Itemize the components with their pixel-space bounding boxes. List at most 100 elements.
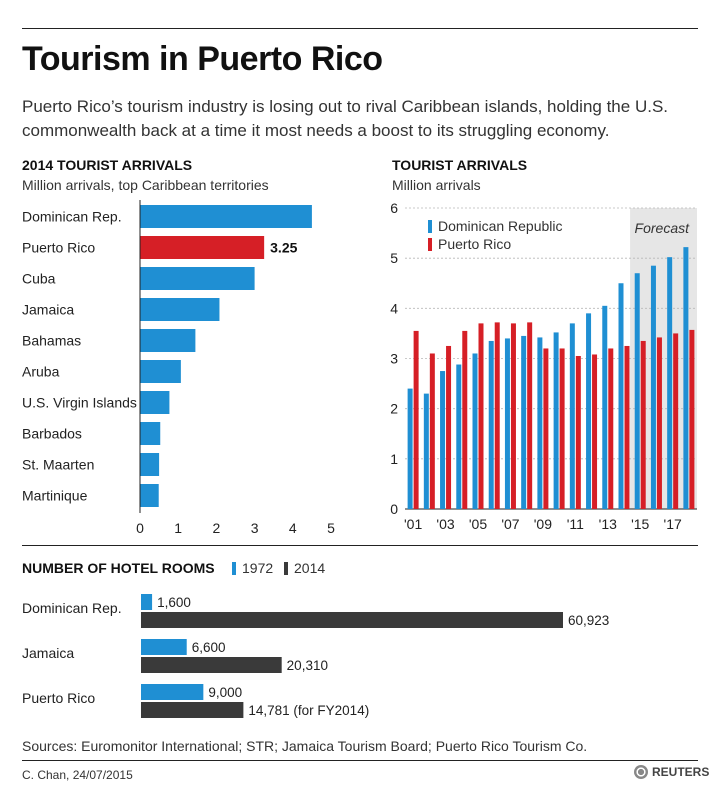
- credit: C. Chan, 24/07/2015: [22, 768, 133, 782]
- forecast-label: Forecast: [635, 220, 691, 236]
- tourist-arrivals-subtitle: Million arrivals: [392, 177, 481, 193]
- data-label: 60,923: [568, 613, 609, 628]
- x-tick-label: 1: [174, 520, 182, 535]
- category-label: Dominican Rep.: [22, 600, 122, 616]
- data-label: 1,600: [157, 595, 191, 610]
- bar: [140, 236, 265, 259]
- bar-dominican-republic: [618, 283, 624, 509]
- x-tick-label: '09: [534, 516, 552, 532]
- arrivals-2014-title: 2014 TOURIST ARRIVALS: [22, 157, 193, 173]
- bar: [140, 422, 161, 445]
- hotel-rooms-chart: Dominican Rep. 1,600 60,923 Jamaica 6,600 20,…: [22, 594, 609, 718]
- page-title: Tourism in Puerto Rico: [22, 40, 383, 78]
- y-tick-label: 3: [390, 351, 398, 367]
- legend-swatch-dark: [284, 561, 288, 575]
- page-subtitle: Puerto Rico’s tourism industry is losing…: [22, 97, 668, 140]
- bar-dominican-republic: [683, 247, 689, 509]
- category-label: Bahamas: [22, 333, 81, 349]
- category-label: St. Maarten: [22, 457, 94, 473]
- hotel-rooms-title: NUMBER OF HOTEL ROOMS: [22, 560, 215, 576]
- legend-label: Dominican Republic: [438, 218, 563, 234]
- bar-puerto-rico: [510, 323, 516, 509]
- category-label: Martinique: [22, 488, 88, 504]
- bar: [140, 360, 181, 383]
- bar-puerto-rico: [446, 345, 452, 509]
- arrivals-2014-chart: Dominican Rep. Puerto Rico 3.25 Cuba Jamaica…: [22, 200, 335, 535]
- legend-swatch-blue: [232, 561, 236, 575]
- bar-puerto-rico: [689, 329, 695, 509]
- brand-label: REUTERS: [652, 765, 710, 779]
- bar-puerto-rico: [608, 348, 614, 509]
- category-label: Cuba: [22, 271, 56, 287]
- legend-label: Puerto Rico: [438, 236, 512, 252]
- x-tick-label: 0: [136, 520, 144, 535]
- x-tick-label: 3: [251, 520, 259, 535]
- y-tick-label: 0: [390, 501, 398, 517]
- bar-puerto-rico: [640, 340, 646, 509]
- legend-swatch-blue: [428, 219, 432, 233]
- bar-1972: [141, 639, 187, 655]
- bar-puerto-rico: [494, 322, 500, 509]
- bar-dominican-republic: [472, 353, 478, 509]
- bar: [140, 205, 312, 228]
- x-tick-label: '01: [404, 516, 422, 532]
- legend-dominican-republic: Dominican Republic: [428, 218, 563, 234]
- bar-puerto-rico: [527, 322, 533, 509]
- legend-2014: 2014: [284, 560, 325, 576]
- bar-dominican-republic: [586, 313, 592, 509]
- x-tick-label: '03: [436, 516, 454, 532]
- bar-dominican-republic: [650, 265, 656, 509]
- x-tick-label: '11: [567, 516, 584, 532]
- legend-label: 2014: [294, 560, 326, 576]
- category-label: Barbados: [22, 426, 82, 442]
- x-tick-label: '05: [469, 516, 487, 532]
- bar-dominican-republic: [553, 332, 559, 509]
- bar-1972: [141, 594, 153, 610]
- x-tick-label: 4: [289, 520, 297, 535]
- tourist-arrivals-chart: Forecast 0 1 2 3 4 5 6 '01 '03 '05 '07 '09 '11 '13 '15 '…: [390, 200, 697, 532]
- bar-dominican-republic: [602, 305, 608, 509]
- bar-puerto-rico: [673, 333, 679, 509]
- x-tick-label: '17: [664, 516, 682, 532]
- bar-1972: [141, 684, 204, 700]
- arrivals-2014-subtitle: Million arrivals, top Caribbean territor…: [22, 177, 269, 193]
- bar-puerto-rico: [543, 348, 549, 509]
- bottom-rule: [22, 760, 698, 761]
- bar-puerto-rico: [413, 330, 419, 509]
- bar: [140, 484, 159, 507]
- category-label: Jamaica: [22, 645, 74, 661]
- bar-2014: [141, 612, 563, 628]
- reuters-logo-icon: [634, 765, 648, 779]
- bar-puerto-rico: [575, 355, 581, 509]
- bar: [140, 329, 196, 352]
- bar-puerto-rico: [624, 345, 630, 509]
- legend-label: 1972: [242, 560, 274, 576]
- bar-puerto-rico: [656, 337, 662, 509]
- bar-dominican-republic: [504, 338, 510, 509]
- y-tick-label: 2: [390, 401, 398, 417]
- bar-2014: [141, 702, 244, 718]
- category-label: Puerto Rico: [22, 240, 95, 256]
- mid-rule: [22, 545, 698, 546]
- legend-1972: 1972: [232, 560, 273, 576]
- bar-puerto-rico: [592, 354, 598, 509]
- bar: [140, 453, 160, 476]
- x-tick-label: '15: [631, 516, 649, 532]
- data-label: 3.25: [270, 240, 297, 256]
- sources-note: Sources: Euromonitor International; STR;…: [22, 738, 588, 754]
- bar-dominican-republic: [537, 337, 543, 509]
- x-tick-label: '07: [501, 516, 519, 532]
- top-rule: [22, 28, 698, 29]
- bar-puerto-rico: [462, 330, 468, 509]
- bar-dominican-republic: [440, 371, 446, 509]
- y-tick-label: 5: [390, 250, 398, 266]
- bar-dominican-republic: [423, 393, 429, 509]
- bar: [140, 391, 170, 414]
- y-tick-label: 6: [390, 200, 398, 216]
- bar-dominican-republic: [667, 257, 673, 509]
- reuters-logo: REUTERS: [634, 765, 709, 779]
- bar: [140, 267, 255, 290]
- bar-dominican-republic: [634, 273, 640, 509]
- y-tick-label: 4: [390, 300, 398, 316]
- y-tick-label: 1: [390, 451, 398, 467]
